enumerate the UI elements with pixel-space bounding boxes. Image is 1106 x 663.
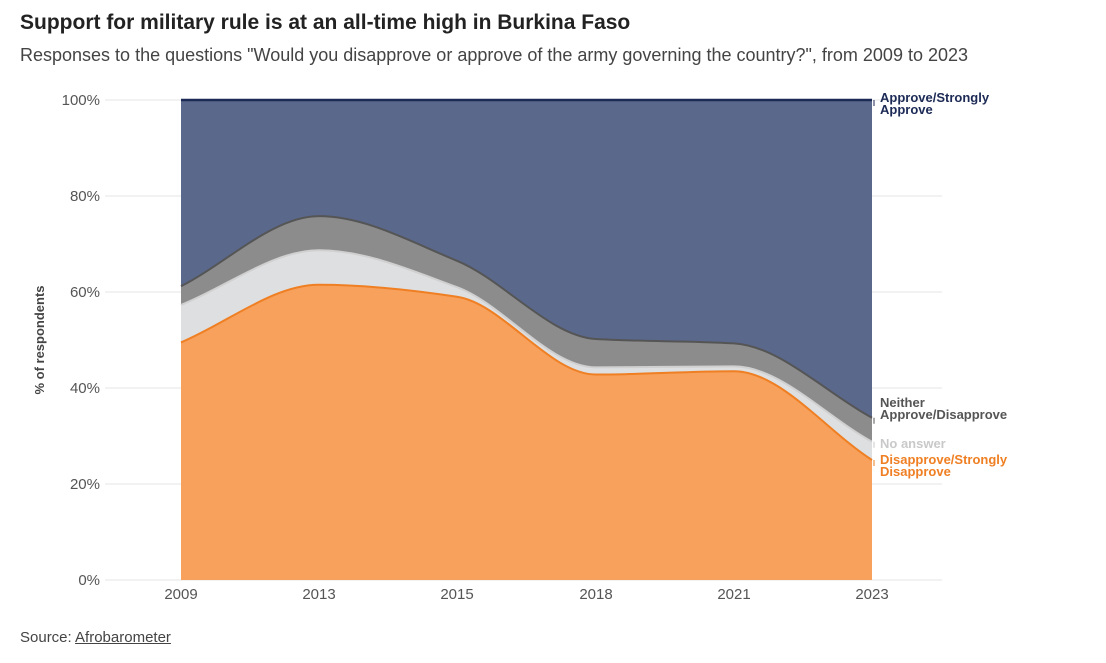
- y-axis-title: % of respondents: [32, 285, 47, 394]
- x-tick-label: 2009: [164, 586, 197, 603]
- x-tick-label: 2013: [302, 586, 335, 603]
- area-neither-approve-disapprove: [181, 216, 872, 442]
- series-label-approve-strongly-approve: Approve/Strongly: [880, 90, 990, 105]
- line-disapprove-strongly-disapprove: [180, 283, 873, 461]
- series-label-disapprove-strongly-disapprove: Disapprove: [880, 464, 951, 479]
- line-neither-approve-disapprove: [180, 215, 873, 419]
- source-note: Source: Afrobarometer: [20, 629, 171, 646]
- area-disapprove-strongly-disapprove: [181, 284, 872, 580]
- y-tick-label: 100%: [62, 92, 100, 109]
- y-tick-label: 0%: [78, 572, 100, 589]
- y-tick-label: 80%: [70, 188, 100, 205]
- chart-subtitle: Responses to the questions "Would you di…: [20, 45, 969, 65]
- line-layer: [180, 98, 873, 461]
- x-tick-label: 2015: [440, 586, 473, 603]
- x-tick-label: 2021: [717, 586, 750, 603]
- source-prefix: Source:: [20, 629, 76, 646]
- area-layer: [181, 100, 872, 580]
- series-label-disapprove-strongly-disapprove: Disapprove/Strongly: [880, 452, 1008, 467]
- area-approve-strongly-approve: [181, 100, 872, 418]
- series-label-no-answer: No answer: [880, 436, 946, 451]
- axis-layer: 0% 20% 40% 60% 80% 100% 2009 2013 2015 2018 2021 20…: [32, 92, 889, 603]
- series-label-approve-strongly-approve: Approve: [880, 102, 933, 117]
- line-no-answer: [180, 249, 873, 443]
- y-tick-label: 40%: [70, 380, 100, 397]
- series-label-neither-approve-disapprove: Neither: [880, 395, 925, 410]
- y-tick-label: 60%: [70, 284, 100, 301]
- series-label-neither-approve-disapprove: Approve/Disapprove: [880, 407, 1007, 422]
- source-link[interactable]: Afrobarometer: [75, 629, 171, 646]
- y-tick-label: 20%: [70, 476, 100, 493]
- chart-title: Support for military rule is at an all-t…: [20, 11, 631, 34]
- x-tick-label: 2023: [855, 586, 888, 603]
- x-tick-label: 2018: [579, 586, 612, 603]
